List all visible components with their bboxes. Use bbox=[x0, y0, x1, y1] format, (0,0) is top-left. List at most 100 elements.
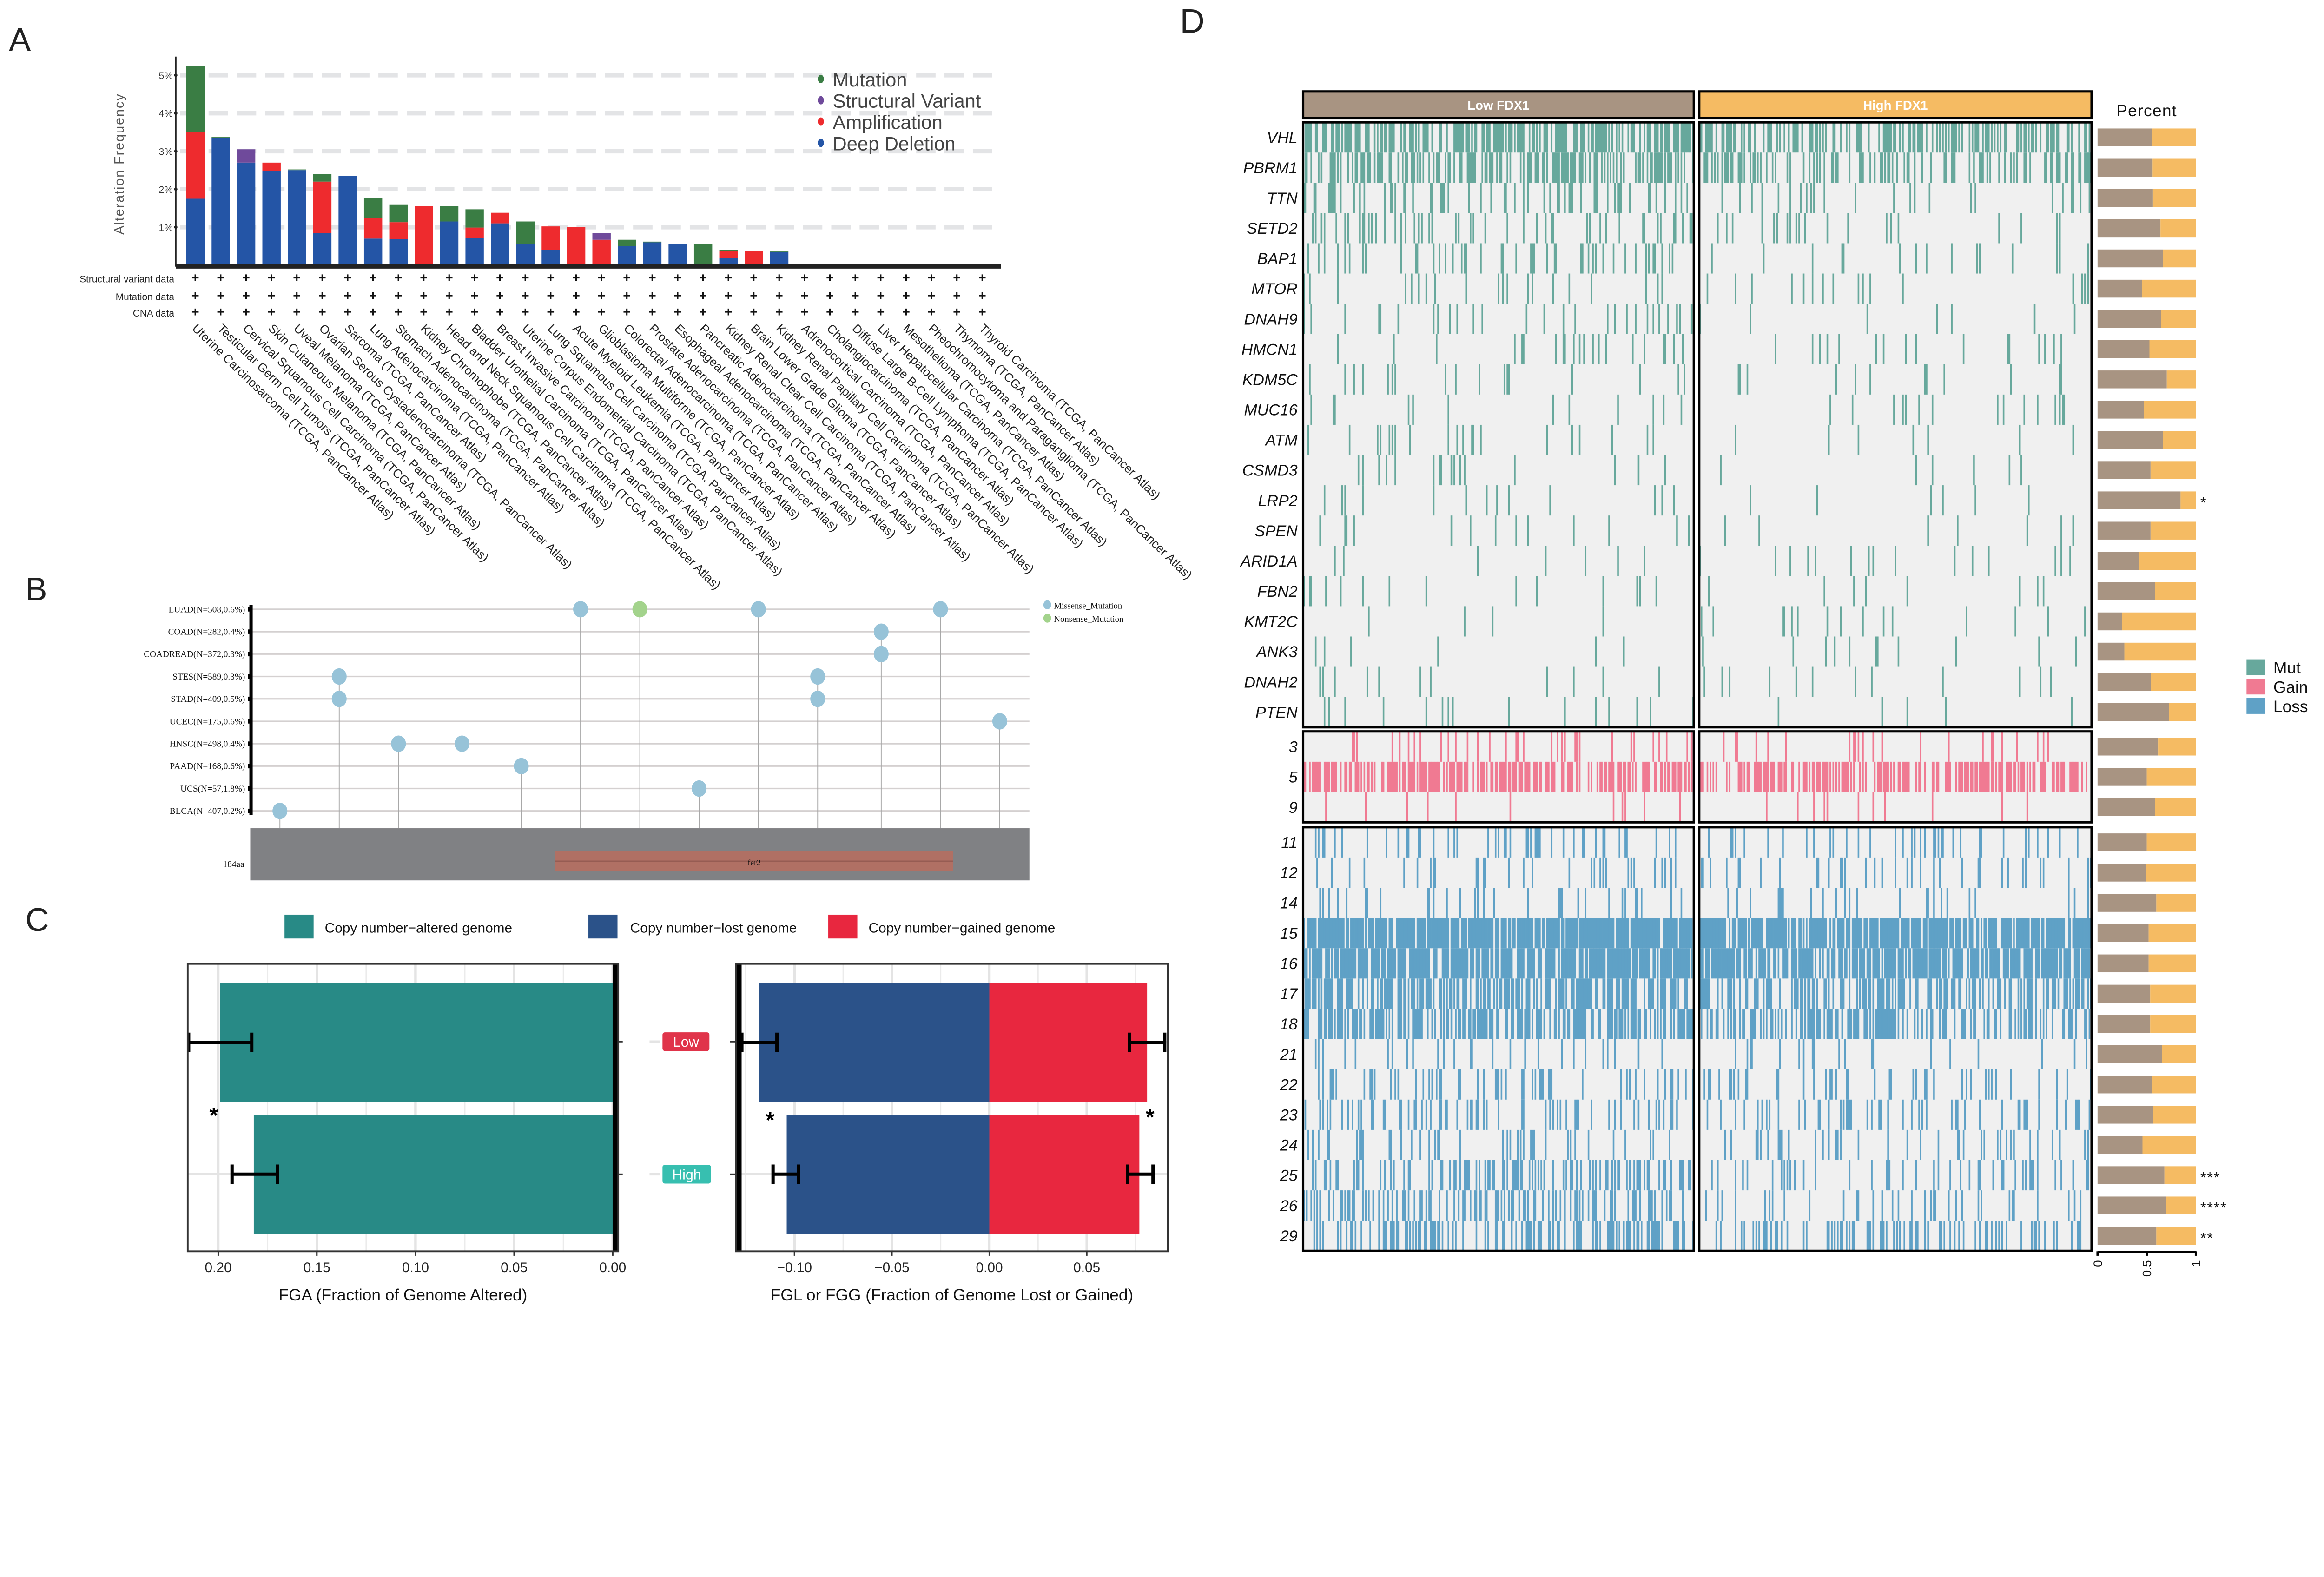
alteration-cell bbox=[1486, 948, 1488, 979]
alteration-cell bbox=[1384, 1221, 1386, 1251]
row-label: 25 bbox=[1280, 1167, 1298, 1185]
profile-marker: + bbox=[496, 305, 504, 320]
alteration-cell bbox=[1621, 1009, 1624, 1039]
alteration-cell bbox=[1846, 948, 1848, 979]
alteration-cell bbox=[2004, 152, 2006, 183]
alteration-cell bbox=[1882, 918, 1885, 949]
alteration-cell bbox=[1548, 761, 1550, 792]
alteration-cell bbox=[1470, 1039, 1472, 1069]
bar-segment-deep-deletion bbox=[211, 138, 230, 265]
alteration-cell bbox=[1409, 918, 1411, 949]
alteration-cell bbox=[1985, 122, 1987, 153]
alteration-cell bbox=[1968, 978, 1971, 1009]
alteration-cell bbox=[1636, 888, 1638, 918]
alteration-cell bbox=[1502, 761, 1504, 792]
alteration-cell bbox=[1583, 334, 1585, 364]
alteration-cell bbox=[1655, 918, 1657, 949]
alteration-cell bbox=[1928, 918, 1931, 949]
alteration-cell bbox=[1991, 122, 1993, 153]
heatmap-frame bbox=[1698, 121, 2093, 729]
alteration-cell bbox=[1635, 243, 1637, 274]
alteration-cell bbox=[1631, 1190, 1634, 1221]
alteration-cell bbox=[1811, 1009, 1814, 1039]
alteration-cell bbox=[1942, 485, 1944, 516]
alteration-cell bbox=[1646, 918, 1649, 949]
alteration-cell bbox=[1998, 978, 2000, 1009]
alteration-cell bbox=[1934, 1190, 1936, 1221]
alteration-cell bbox=[1425, 948, 1427, 979]
alteration-cell bbox=[1986, 1221, 1988, 1251]
alteration-cell bbox=[1737, 152, 1740, 183]
alteration-cell bbox=[2019, 424, 2021, 455]
percent-bar-low bbox=[2097, 673, 2151, 691]
alteration-cell bbox=[1465, 948, 1467, 979]
alteration-cell bbox=[1484, 213, 1486, 244]
alteration-cell bbox=[1405, 1190, 1406, 1221]
alteration-cell bbox=[1712, 761, 1715, 792]
alteration-cell bbox=[1337, 1009, 1339, 1039]
alteration-cell bbox=[1322, 888, 1324, 918]
alteration-cell bbox=[1983, 918, 1986, 949]
alteration-cell bbox=[1484, 978, 1486, 1009]
alteration-cell bbox=[1620, 1099, 1622, 1130]
alteration-cell bbox=[1974, 761, 1976, 792]
percent-bar-low bbox=[2097, 1227, 2157, 1245]
alteration-cell bbox=[2010, 1129, 2012, 1161]
alteration-cell bbox=[1757, 978, 1759, 1009]
alteration-cell bbox=[1447, 152, 1449, 183]
alteration-cell bbox=[1657, 273, 1659, 304]
x-tick-label: 0.05 bbox=[1073, 1260, 1100, 1275]
alteration-cell bbox=[1436, 918, 1438, 949]
alteration-cell bbox=[1494, 1221, 1497, 1251]
alteration-cell bbox=[1636, 948, 1638, 979]
alteration-cell bbox=[1471, 122, 1473, 153]
alteration-cell bbox=[1915, 918, 1917, 949]
alteration-cell bbox=[1447, 394, 1449, 425]
alteration-cell bbox=[1477, 1099, 1479, 1130]
alteration-cell bbox=[1866, 918, 1868, 949]
alteration-cell bbox=[1428, 1129, 1430, 1161]
alteration-cell bbox=[1434, 1009, 1436, 1039]
alteration-cell bbox=[1667, 304, 1669, 334]
alteration-cell bbox=[1918, 122, 1920, 153]
alteration-cell bbox=[1908, 761, 1910, 792]
alteration-cell bbox=[1809, 978, 1811, 1009]
alteration-cell bbox=[1337, 888, 1339, 918]
alteration-cell bbox=[1530, 918, 1532, 949]
alteration-cell bbox=[1789, 152, 1791, 183]
alteration-cell bbox=[2087, 1160, 2089, 1191]
alteration-cell bbox=[1583, 918, 1585, 949]
alteration-cell bbox=[1682, 213, 1684, 244]
alteration-cell bbox=[1682, 918, 1684, 949]
alteration-cell bbox=[1445, 948, 1446, 979]
alteration-cell bbox=[1866, 1009, 1868, 1039]
alteration-cell bbox=[1896, 1221, 1898, 1251]
alteration-cell bbox=[1440, 1099, 1442, 1130]
alteration-cell bbox=[1334, 666, 1336, 697]
alteration-cell bbox=[1731, 827, 1734, 858]
alteration-cell bbox=[1884, 918, 1886, 949]
alteration-cell bbox=[1455, 122, 1457, 153]
alteration-cell bbox=[1655, 576, 1657, 607]
alteration-cell bbox=[1445, 152, 1446, 183]
alteration-cell bbox=[1644, 978, 1645, 1009]
profile-marker: + bbox=[343, 305, 351, 320]
alteration-cell bbox=[1652, 243, 1654, 274]
alteration-cell bbox=[1399, 978, 1401, 1009]
alteration-cell bbox=[1882, 122, 1885, 153]
alteration-cell bbox=[1735, 122, 1736, 153]
alteration-cell bbox=[1751, 1039, 1753, 1069]
alteration-cell bbox=[1766, 918, 1768, 949]
percent-bar-low bbox=[2097, 703, 2169, 721]
alteration-cell bbox=[1424, 122, 1426, 153]
alteration-cell bbox=[1400, 122, 1402, 153]
alteration-cell bbox=[2014, 1160, 2016, 1191]
alteration-cell bbox=[1905, 918, 1907, 949]
alteration-cell bbox=[1545, 1099, 1547, 1130]
alteration-cell bbox=[1530, 243, 1532, 274]
alteration-cell bbox=[1859, 978, 1861, 1009]
x-tick-label: 0.20 bbox=[205, 1260, 232, 1275]
alteration-cell bbox=[2001, 857, 2003, 888]
alteration-cell bbox=[1391, 1221, 1393, 1251]
alteration-cell bbox=[1440, 918, 1442, 949]
